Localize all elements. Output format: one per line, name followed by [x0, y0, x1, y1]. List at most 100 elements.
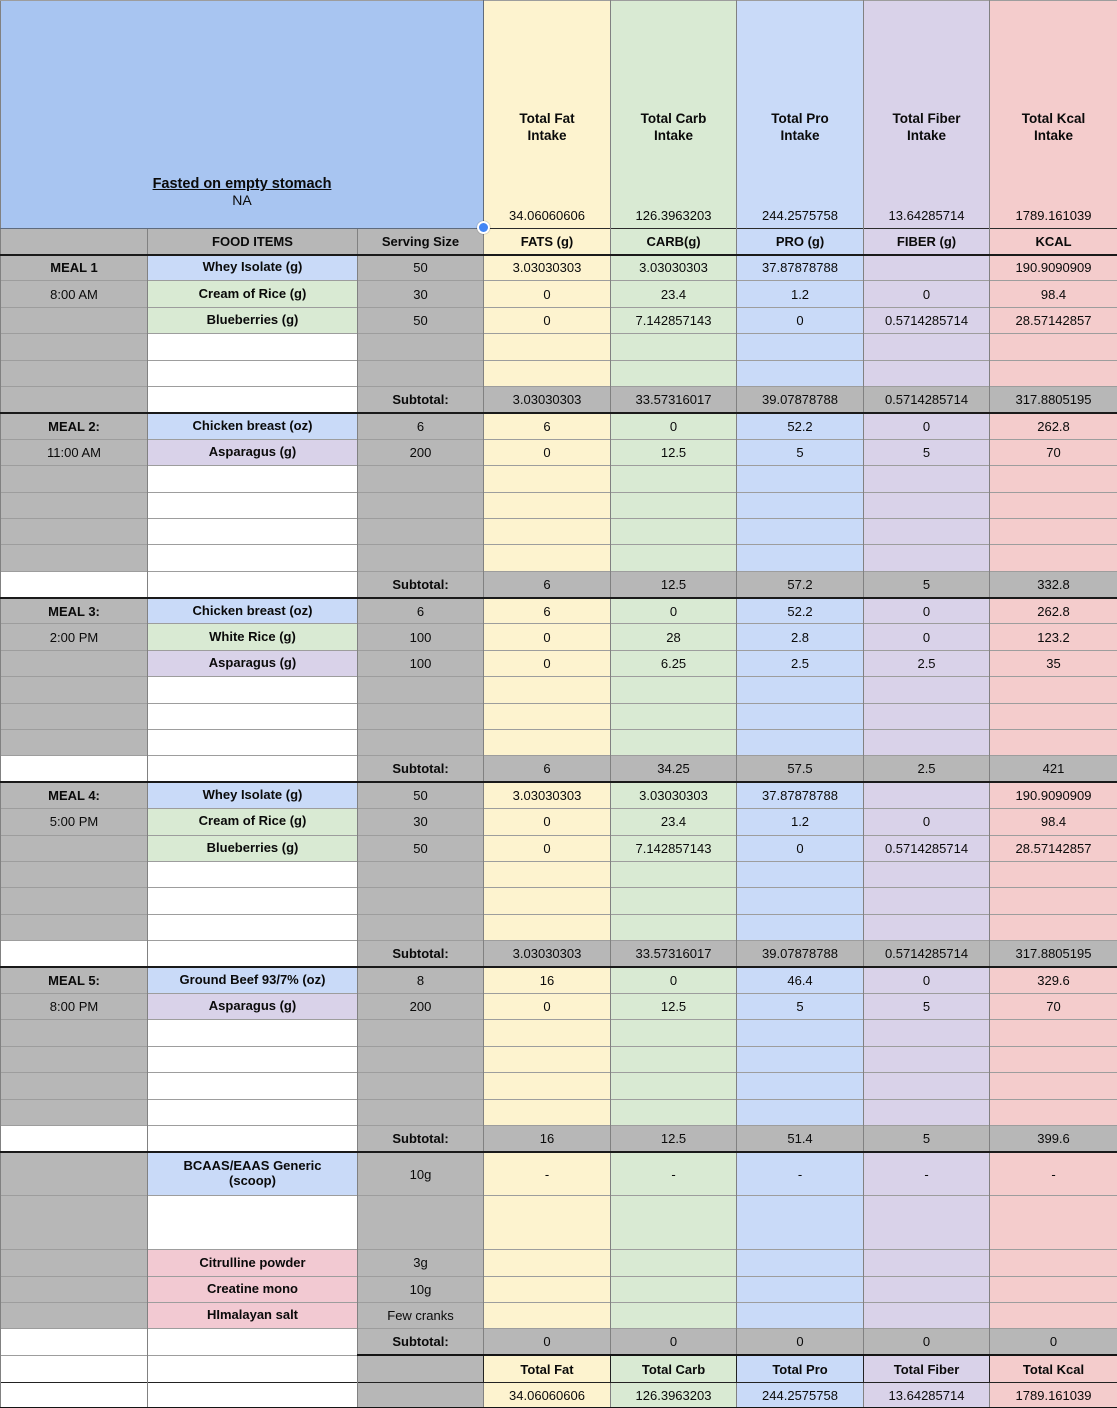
meal-time-cell[interactable]: 11:00 AM — [0, 438, 148, 466]
subtotal-value-cell[interactable]: 5 — [863, 1124, 991, 1152]
subtotal-value-cell[interactable]: 317.8805195 — [989, 940, 1117, 968]
value-cell[interactable]: 0 — [863, 808, 991, 836]
value-cell[interactable]: 6.25 — [610, 649, 738, 677]
value-cell[interactable]: 0 — [863, 411, 991, 440]
value-cell[interactable] — [863, 1302, 991, 1329]
food-item-cell[interactable]: Asparagus (g) — [147, 438, 358, 466]
subtotal-value-cell[interactable]: 0 — [736, 1328, 865, 1356]
column-header-fiber[interactable]: FIBER (g) — [863, 228, 991, 255]
subtotal-value-cell[interactable]: 317.8805195 — [989, 385, 1117, 413]
empty-cell[interactable] — [0, 755, 148, 783]
value-cell[interactable] — [483, 1249, 612, 1277]
intake-label-cell-fat[interactable]: Total Fat Intake — [483, 0, 612, 151]
value-cell[interactable]: 0 — [483, 808, 612, 836]
grand-total-header-cell[interactable]: Total Fiber — [863, 1354, 991, 1383]
value-cell[interactable] — [610, 1249, 738, 1277]
food-item-cell[interactable]: Chicken breast (oz) — [147, 411, 358, 440]
value-cell[interactable]: 6 — [483, 596, 612, 624]
empty-cell[interactable] — [147, 1328, 358, 1356]
empty-cell[interactable] — [147, 1072, 358, 1099]
serving-size-cell[interactable]: 30 — [356, 280, 485, 308]
value-cell[interactable] — [989, 1249, 1117, 1277]
empty-cell[interactable] — [989, 1098, 1117, 1126]
subtotal-label-cell[interactable]: Subtotal: — [356, 570, 485, 598]
grand-total-value-cell[interactable]: 126.3963203 — [610, 1381, 738, 1408]
value-cell[interactable]: - — [736, 1150, 865, 1196]
empty-cell[interactable] — [356, 1098, 485, 1126]
value-cell[interactable]: 1.2 — [736, 280, 865, 308]
empty-cell[interactable] — [0, 1124, 148, 1152]
empty-cell[interactable] — [483, 491, 612, 519]
serving-size-cell[interactable]: 50 — [356, 781, 485, 809]
empty-cell[interactable] — [147, 1098, 358, 1126]
value-cell[interactable]: 0 — [863, 596, 991, 624]
row-label-header-cell[interactable] — [0, 228, 148, 255]
fasting-note-cell[interactable]: Fasted on empty stomach NA — [0, 0, 485, 229]
subtotal-value-cell[interactable]: 39.07878788 — [736, 940, 865, 968]
intake-label-cell-pro[interactable]: Total Pro Intake — [736, 0, 865, 151]
empty-cell[interactable] — [736, 465, 865, 493]
value-cell[interactable]: 2.8 — [736, 623, 865, 651]
empty-cell[interactable] — [356, 702, 485, 730]
value-cell[interactable] — [736, 1275, 865, 1303]
value-cell[interactable]: 0 — [863, 280, 991, 308]
empty-cell[interactable] — [483, 1045, 612, 1073]
empty-cell[interactable] — [147, 887, 358, 915]
empty-cell[interactable] — [356, 359, 485, 387]
empty-cell[interactable] — [610, 491, 738, 519]
empty-cell[interactable] — [989, 517, 1117, 545]
value-cell[interactable]: 12.5 — [610, 438, 738, 466]
subtotal-value-cell[interactable]: 12.5 — [610, 1124, 738, 1152]
value-cell[interactable] — [863, 1249, 991, 1277]
value-cell[interactable]: 98.4 — [989, 280, 1117, 308]
serving-size-cell[interactable]: Few cranks — [356, 1302, 485, 1329]
value-cell[interactable] — [736, 1249, 865, 1277]
subtotal-value-cell[interactable]: 421 — [989, 755, 1117, 783]
value-cell[interactable]: - — [863, 1150, 991, 1196]
value-cell[interactable]: 0 — [483, 834, 612, 862]
value-cell[interactable]: 23.4 — [610, 280, 738, 308]
empty-cell[interactable] — [989, 1045, 1117, 1073]
value-cell[interactable] — [989, 1275, 1117, 1303]
serving-size-cell[interactable]: 6 — [356, 411, 485, 440]
serving-size-cell[interactable]: 10g — [356, 1150, 485, 1196]
food-item-cell[interactable]: Ground Beef 93/7% (oz) — [147, 966, 358, 994]
empty-cell[interactable] — [0, 860, 148, 888]
value-cell[interactable]: 0 — [483, 280, 612, 308]
empty-cell[interactable] — [863, 729, 991, 756]
empty-cell[interactable] — [0, 1045, 148, 1073]
meal-time-cell[interactable]: 5:00 PM — [0, 808, 148, 836]
empty-cell[interactable] — [483, 1072, 612, 1099]
value-cell[interactable]: 262.8 — [989, 596, 1117, 624]
intake-label-cell-kcal[interactable]: Total Kcal Intake — [989, 0, 1117, 151]
empty-cell[interactable] — [989, 465, 1117, 493]
subtotal-value-cell[interactable]: 0 — [863, 1328, 991, 1356]
supplement-item-cell[interactable]: Creatine mono — [147, 1275, 358, 1303]
empty-cell[interactable] — [736, 491, 865, 519]
subtotal-value-cell[interactable]: 33.57316017 — [610, 385, 738, 413]
subtotal-value-cell[interactable]: 0 — [610, 1328, 738, 1356]
grand-total-value-cell[interactable]: 34.06060606 — [483, 1381, 612, 1408]
empty-cell[interactable] — [147, 385, 358, 413]
value-cell[interactable]: 0 — [610, 411, 738, 440]
empty-cell[interactable] — [736, 1195, 865, 1250]
empty-cell[interactable] — [736, 1019, 865, 1047]
empty-cell[interactable] — [989, 491, 1117, 519]
empty-cell[interactable] — [147, 1045, 358, 1073]
intake-label-cell-fiber[interactable]: Total Fiber Intake — [863, 0, 991, 151]
column-header-serving-size[interactable]: Serving Size — [356, 228, 485, 255]
empty-cell[interactable] — [736, 1072, 865, 1099]
empty-cell[interactable] — [356, 517, 485, 545]
empty-cell[interactable] — [0, 544, 148, 572]
empty-cell[interactable] — [147, 860, 358, 888]
meal-label-cell[interactable]: MEAL 1 — [0, 253, 148, 281]
value-cell[interactable]: 2.5 — [736, 649, 865, 677]
intake-value-cell-fiber[interactable]: 13.64285714 — [863, 150, 991, 229]
food-item-cell[interactable]: Whey Isolate (g) — [147, 253, 358, 281]
food-item-cell[interactable]: White Rice (g) — [147, 623, 358, 651]
empty-cell[interactable] — [989, 913, 1117, 941]
empty-cell[interactable] — [147, 755, 358, 783]
empty-cell[interactable] — [863, 517, 991, 545]
empty-cell[interactable] — [989, 333, 1117, 361]
food-item-cell[interactable]: Chicken breast (oz) — [147, 596, 358, 624]
